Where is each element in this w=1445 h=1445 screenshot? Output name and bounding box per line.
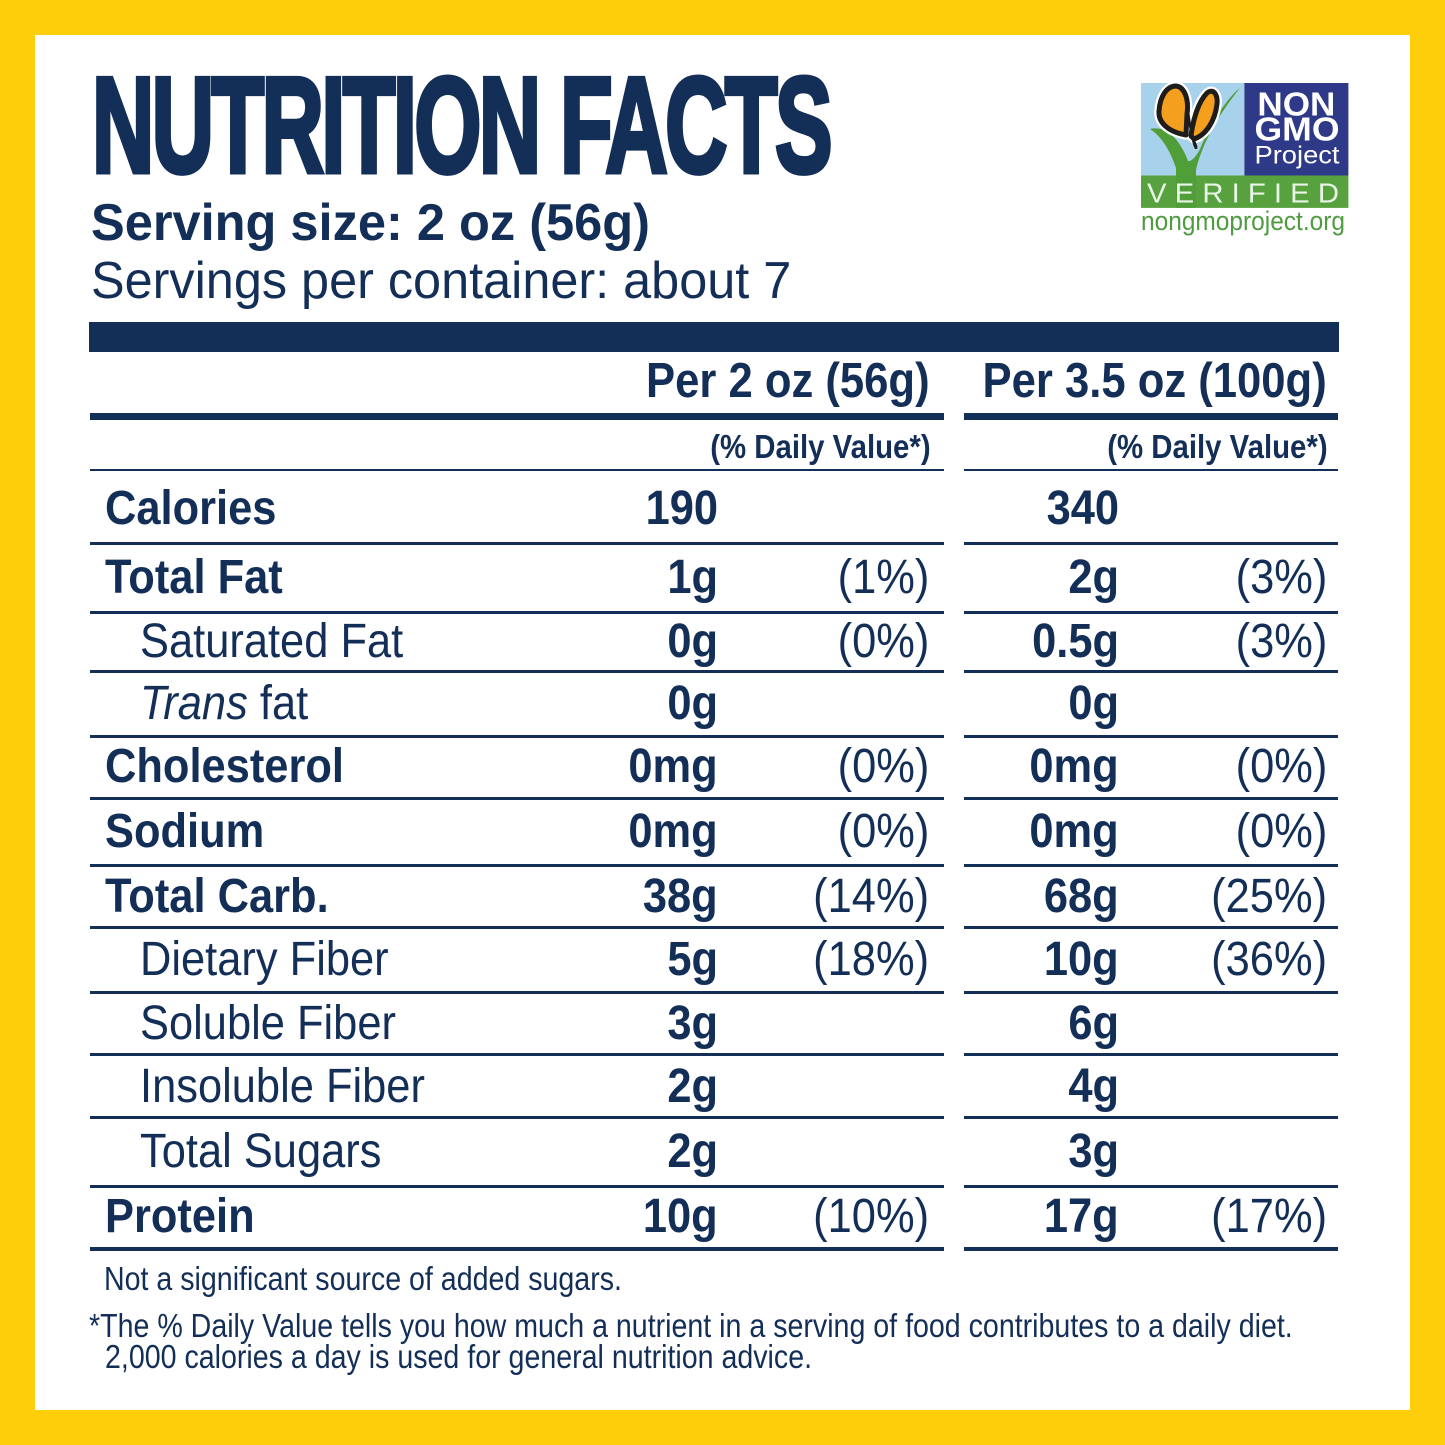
- svg-text:GMO: GMO: [1255, 110, 1340, 147]
- svg-text:NON: NON: [1257, 86, 1335, 123]
- svg-text:Project: Project: [1255, 141, 1340, 169]
- svg-text:nongmoproject.org: nongmoproject.org: [1141, 206, 1345, 236]
- svg-text:V E R I F I E D: V E R I F I E D: [1147, 177, 1339, 208]
- svg-text:NUTRITION FACTS: NUTRITION FACTS: [92, 60, 830, 190]
